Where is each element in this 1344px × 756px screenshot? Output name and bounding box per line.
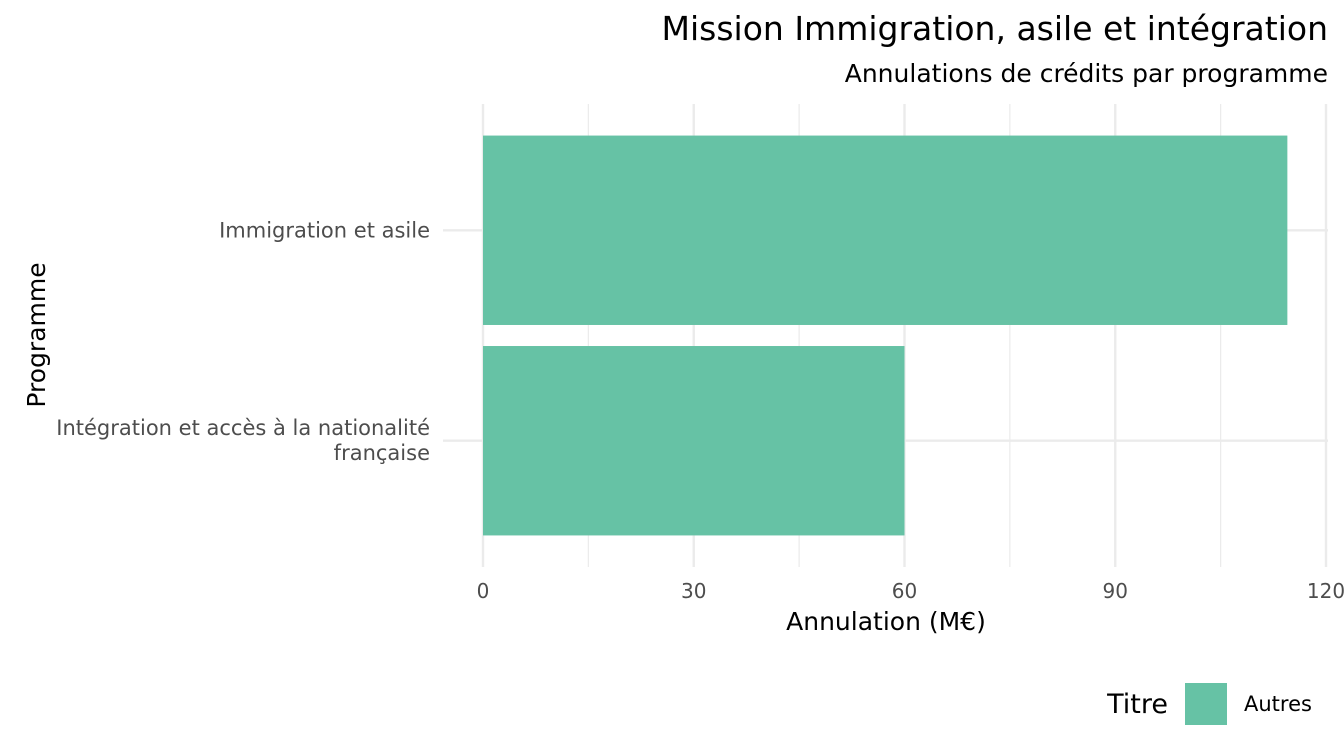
- x-tick-label: 60: [892, 579, 917, 603]
- legend-swatch: [1185, 683, 1227, 725]
- x-tick-label: 90: [1103, 579, 1128, 603]
- legend-title: Titre: [1106, 689, 1168, 720]
- legend-label: Autres: [1244, 692, 1312, 716]
- bars: [483, 135, 1288, 536]
- category-labels: Immigration et asile Intégration et accès…: [56, 218, 430, 465]
- chart-subtitle: Annulations de crédits par programme: [845, 59, 1328, 88]
- x-tick-label: 0: [477, 579, 490, 603]
- x-tick-labels: 0 30 60 90 120: [477, 579, 1344, 603]
- category-label: Immigration et asile: [219, 218, 430, 242]
- y-axis-title: Programme: [22, 262, 51, 407]
- x-tick-label: 30: [681, 579, 706, 603]
- x-axis-title: Annulation (M€): [786, 607, 986, 636]
- bar: [483, 346, 905, 536]
- x-tick-label: 120: [1307, 579, 1344, 603]
- legend: Titre Autres: [1106, 683, 1312, 725]
- category-label: Intégration et accès à la nationalité fra…: [56, 416, 430, 465]
- chart-title: Mission Immigration, asile et intégratio…: [662, 9, 1328, 48]
- bar: [483, 135, 1288, 325]
